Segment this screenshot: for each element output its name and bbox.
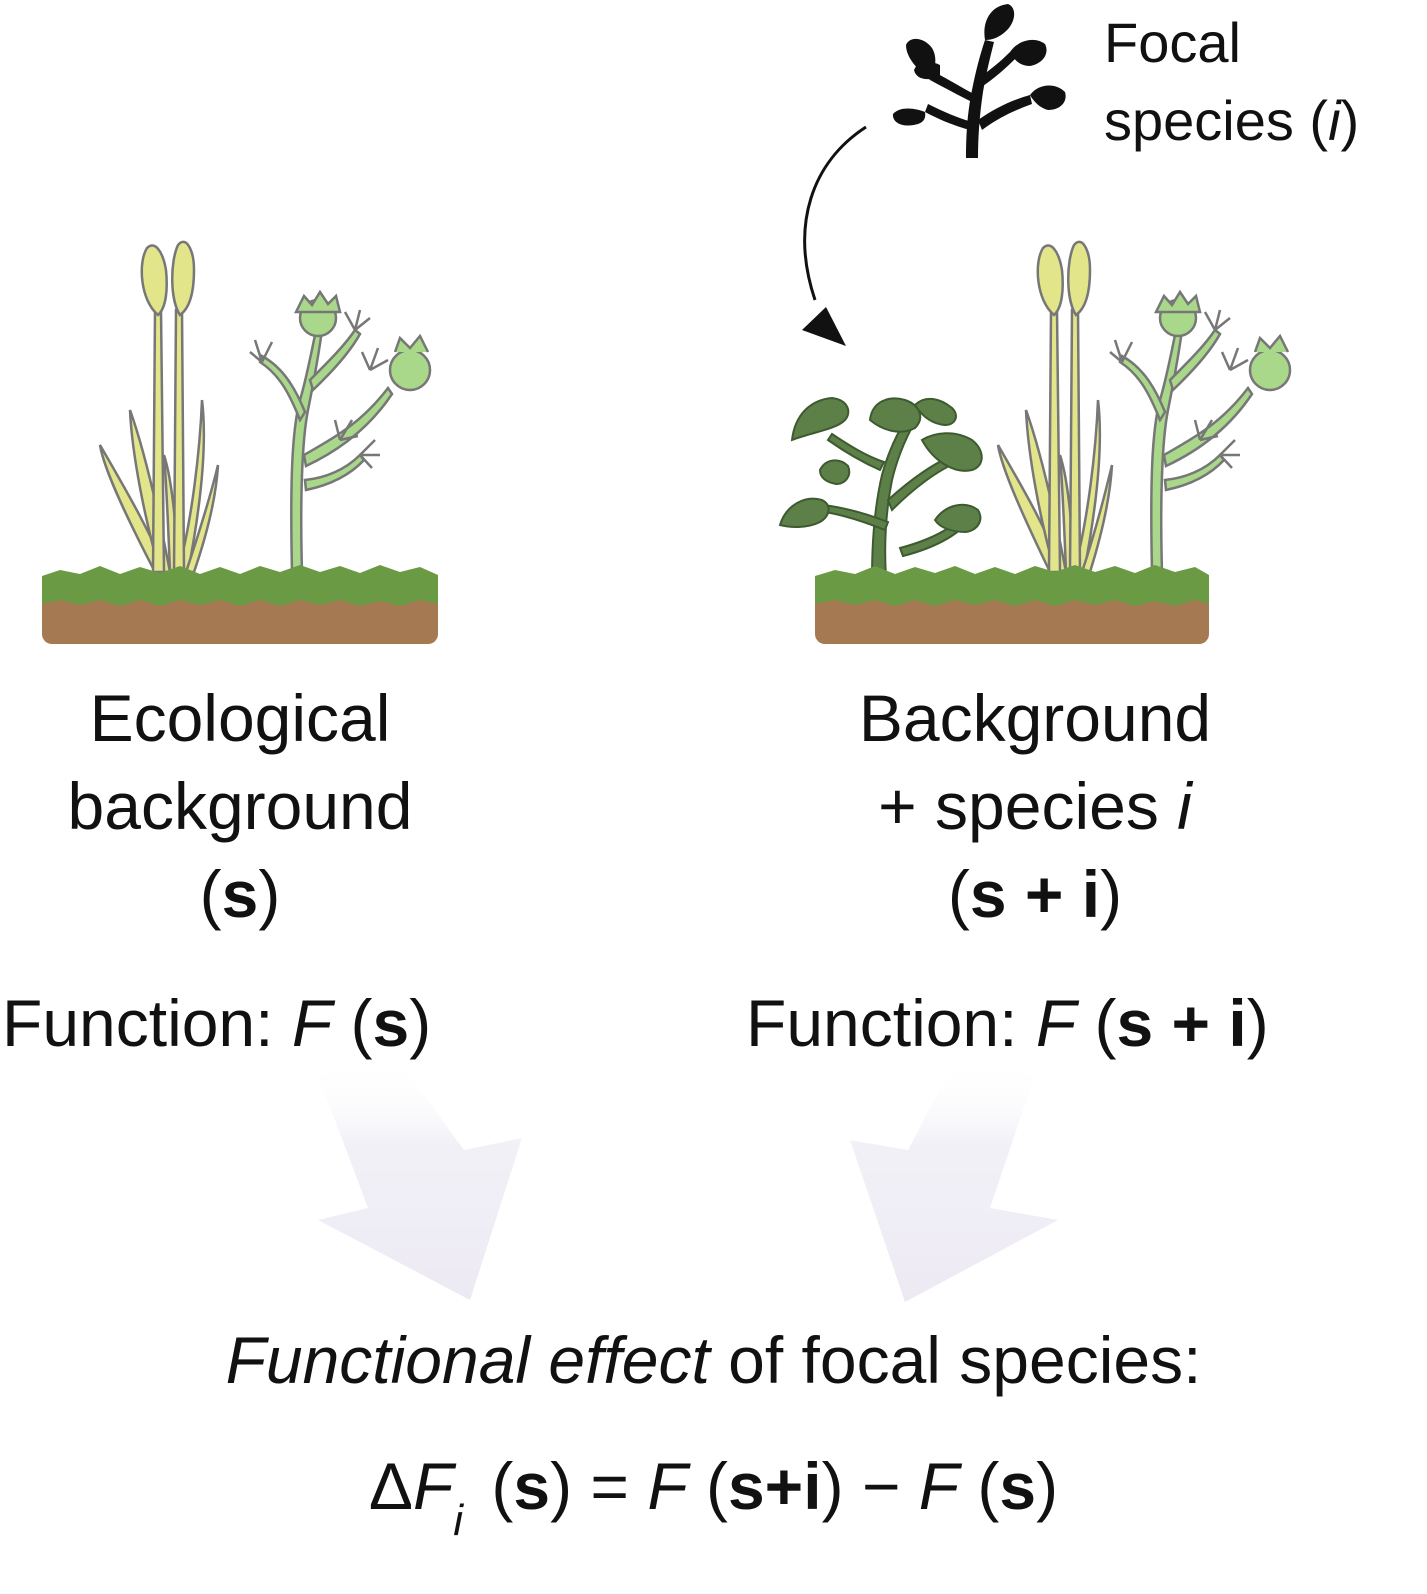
functional-effect-title: Functional effect of focal species: xyxy=(225,1323,1202,1397)
left-title-line1: Ecological xyxy=(89,681,391,755)
focal-label-line2: species (i) xyxy=(1104,89,1360,152)
functional-effect-equation: ΔFi (s) = F (s+i) − F (s) xyxy=(368,1449,1059,1545)
left-fade-arrow xyxy=(318,1060,522,1300)
right-title-line3: (s + i) xyxy=(947,857,1123,931)
right-plot-illustration xyxy=(778,240,1292,644)
left-title-line2: background xyxy=(67,769,413,843)
right-function-label: Function: F (s + i) xyxy=(746,986,1269,1060)
right-title-line2: + species i xyxy=(878,769,1192,843)
focal-species-icon xyxy=(892,4,1066,158)
focal-species-label: Focal species (i) xyxy=(1104,4,1359,160)
left-function-label: Function: F (s) xyxy=(2,986,432,1060)
right-title-line1: Background xyxy=(858,681,1212,755)
left-title-line3: (s) xyxy=(199,857,281,931)
focal-label-line1: Focal xyxy=(1104,11,1241,74)
right-fade-arrow xyxy=(850,1060,1058,1302)
left-plot-illustration xyxy=(42,240,438,644)
focal-arrow xyxy=(802,125,867,346)
